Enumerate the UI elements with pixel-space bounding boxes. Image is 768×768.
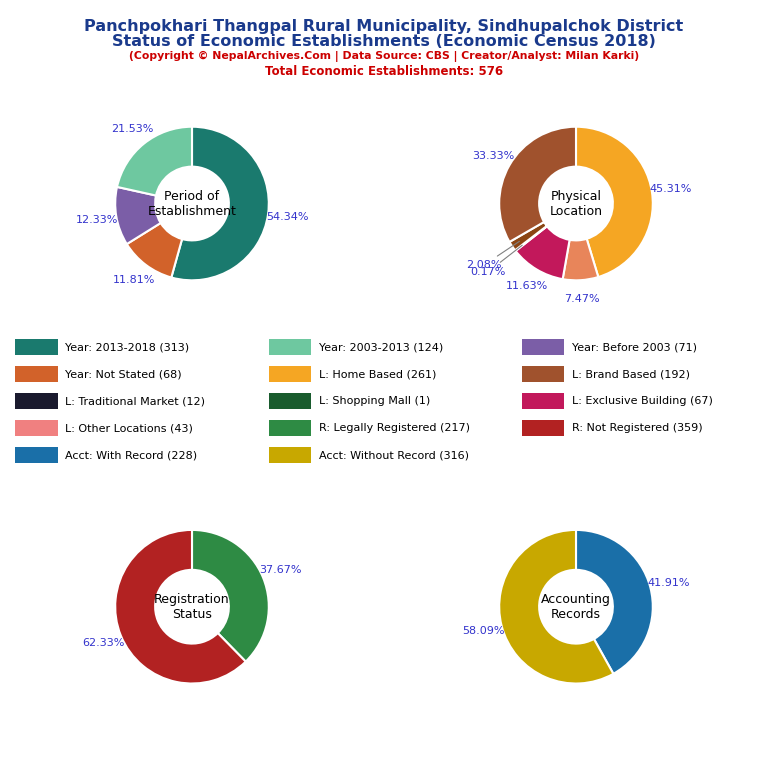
Wedge shape <box>127 223 182 277</box>
Text: Status of Economic Establishments (Economic Census 2018): Status of Economic Establishments (Econo… <box>112 34 656 49</box>
Text: Year: 2013-2018 (313): Year: 2013-2018 (313) <box>65 343 190 353</box>
Text: L: Exclusive Building (67): L: Exclusive Building (67) <box>572 396 713 406</box>
FancyBboxPatch shape <box>522 393 564 409</box>
FancyBboxPatch shape <box>269 448 311 463</box>
Text: 12.33%: 12.33% <box>76 215 118 225</box>
Text: R: Not Registered (359): R: Not Registered (359) <box>572 423 703 433</box>
Text: 54.34%: 54.34% <box>266 211 309 222</box>
Wedge shape <box>117 127 192 196</box>
Text: 33.33%: 33.33% <box>472 151 514 161</box>
Text: Year: 2003-2013 (124): Year: 2003-2013 (124) <box>319 343 443 353</box>
Text: Physical
Location: Physical Location <box>549 190 603 217</box>
Text: 21.53%: 21.53% <box>111 124 153 134</box>
FancyBboxPatch shape <box>269 420 311 436</box>
Wedge shape <box>563 239 598 280</box>
Wedge shape <box>171 127 269 280</box>
Text: L: Brand Based (192): L: Brand Based (192) <box>572 369 690 379</box>
FancyBboxPatch shape <box>269 339 311 355</box>
Text: 0.17%: 0.17% <box>470 245 522 276</box>
Wedge shape <box>499 530 614 684</box>
Text: Accounting
Records: Accounting Records <box>541 593 611 621</box>
Text: Year: Not Stated (68): Year: Not Stated (68) <box>65 369 182 379</box>
Text: Panchpokhari Thangpal Rural Municipality, Sindhupalchok District: Panchpokhari Thangpal Rural Municipality… <box>84 19 684 35</box>
Wedge shape <box>515 227 570 279</box>
Text: 7.47%: 7.47% <box>564 294 600 304</box>
Text: Period of
Establishment: Period of Establishment <box>147 190 237 217</box>
FancyBboxPatch shape <box>269 366 311 382</box>
Text: 11.63%: 11.63% <box>505 281 548 291</box>
FancyBboxPatch shape <box>15 339 58 355</box>
Wedge shape <box>515 226 547 251</box>
FancyBboxPatch shape <box>522 366 564 382</box>
Text: 2.08%: 2.08% <box>465 241 519 270</box>
Text: 58.09%: 58.09% <box>462 626 505 636</box>
FancyBboxPatch shape <box>522 420 564 436</box>
Text: L: Other Locations (43): L: Other Locations (43) <box>65 423 194 433</box>
FancyBboxPatch shape <box>15 448 58 463</box>
Text: 11.81%: 11.81% <box>113 275 156 286</box>
Text: 45.31%: 45.31% <box>650 184 692 194</box>
Text: Registration
Status: Registration Status <box>154 593 230 621</box>
Text: 41.91%: 41.91% <box>647 578 690 588</box>
Wedge shape <box>115 530 246 684</box>
Text: Year: Before 2003 (71): Year: Before 2003 (71) <box>572 343 697 353</box>
Wedge shape <box>499 127 576 242</box>
FancyBboxPatch shape <box>522 339 564 355</box>
Text: (Copyright © NepalArchives.Com | Data Source: CBS | Creator/Analyst: Milan Karki: (Copyright © NepalArchives.Com | Data So… <box>129 51 639 61</box>
FancyBboxPatch shape <box>15 393 58 409</box>
Wedge shape <box>509 222 547 250</box>
Text: 62.33%: 62.33% <box>82 638 124 648</box>
Wedge shape <box>576 530 653 674</box>
FancyBboxPatch shape <box>269 393 311 409</box>
Wedge shape <box>576 127 653 277</box>
Text: Total Economic Establishments: 576: Total Economic Establishments: 576 <box>265 65 503 78</box>
Text: Acct: Without Record (316): Acct: Without Record (316) <box>319 450 468 460</box>
Text: L: Shopping Mall (1): L: Shopping Mall (1) <box>319 396 430 406</box>
Text: R: Legally Registered (217): R: Legally Registered (217) <box>319 423 470 433</box>
Wedge shape <box>115 187 161 244</box>
FancyBboxPatch shape <box>15 366 58 382</box>
Text: Acct: With Record (228): Acct: With Record (228) <box>65 450 197 460</box>
Text: 37.67%: 37.67% <box>260 565 302 575</box>
Text: L: Traditional Market (12): L: Traditional Market (12) <box>65 396 205 406</box>
Wedge shape <box>192 530 269 661</box>
Text: L: Home Based (261): L: Home Based (261) <box>319 369 436 379</box>
FancyBboxPatch shape <box>15 420 58 436</box>
